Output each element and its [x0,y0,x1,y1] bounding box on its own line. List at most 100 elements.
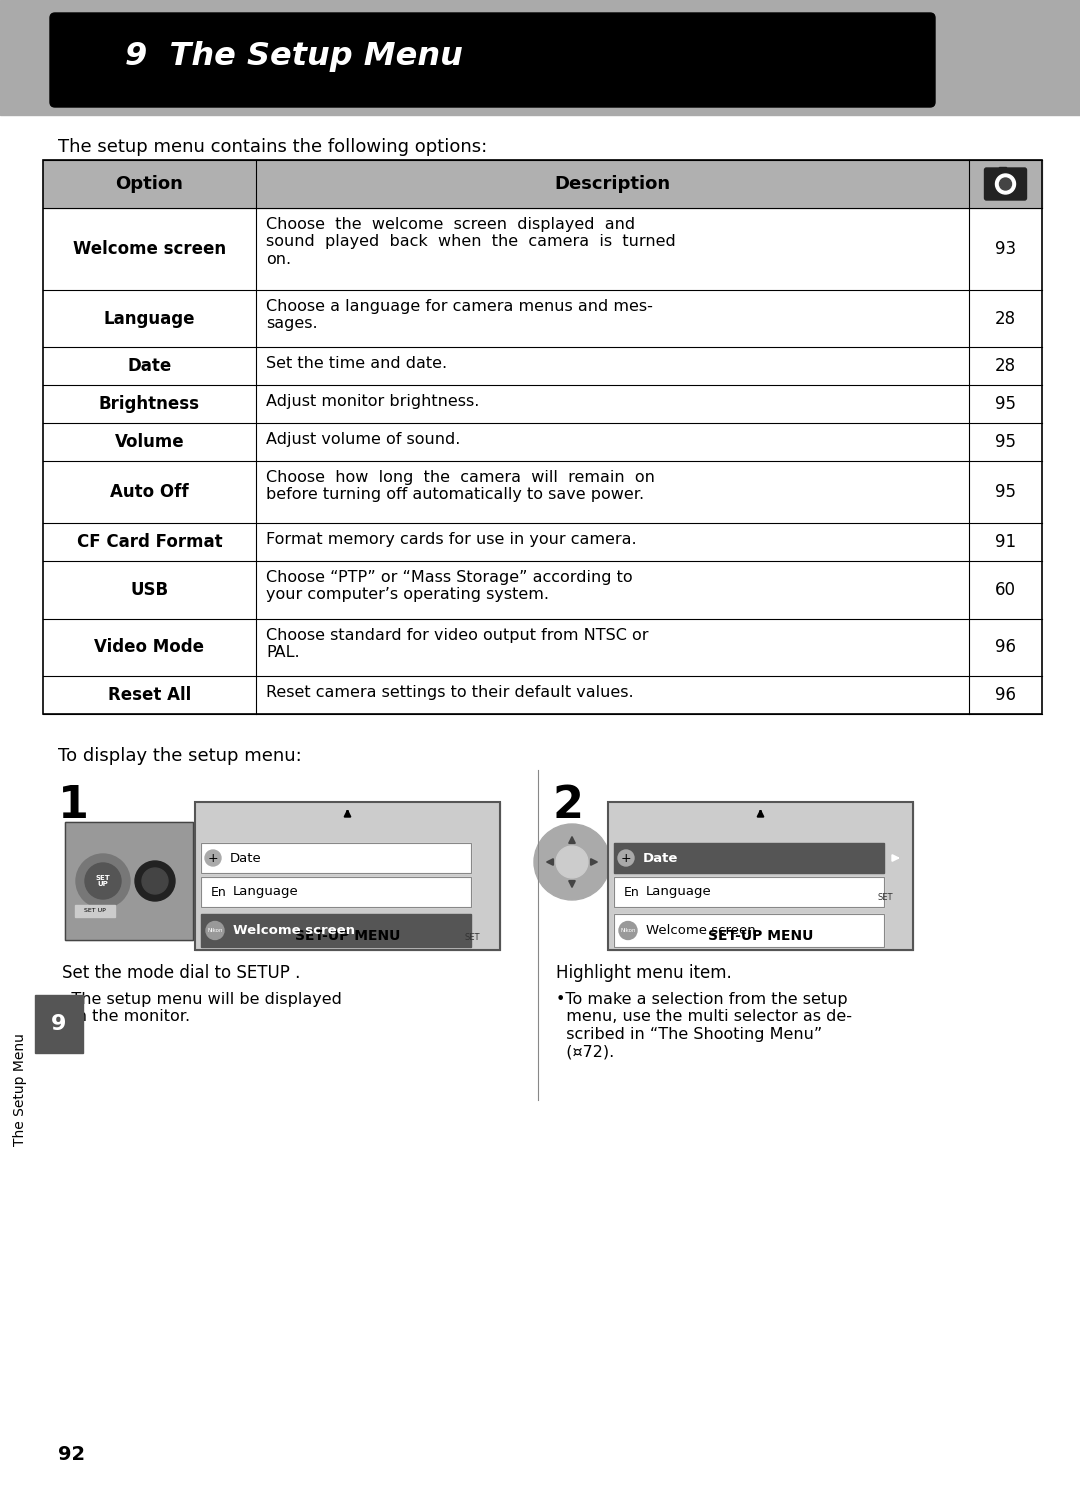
Circle shape [141,868,168,895]
Text: Choose  the  welcome  screen  displayed  and
sound  played  back  when  the  cam: Choose the welcome screen displayed and … [266,217,676,267]
Text: SET
UP: SET UP [96,874,110,887]
Bar [43,562,1042,620]
Bar [195,802,500,950]
Bar [0,0,1080,114]
Circle shape [135,860,175,901]
Text: SET UP: SET UP [84,908,106,914]
Text: SET-UP MENU: SET-UP MENU [707,929,813,944]
Bar [615,843,885,872]
Text: Nikon: Nikon [207,927,222,933]
Circle shape [999,178,1012,190]
Text: The setup menu contains the following options:: The setup menu contains the following op… [58,138,487,156]
Text: 2: 2 [553,785,584,828]
Bar [195,802,500,950]
Text: •The setup menu will be displayed
  in the monitor.: •The setup menu will be displayed in the… [62,993,342,1024]
Text: Choose standard for video output from NTSC or
PAL.: Choose standard for video output from NT… [266,629,648,660]
Bar [65,822,193,941]
Text: SET: SET [464,933,480,942]
Text: Welcome screen: Welcome screen [233,924,355,938]
Text: 95: 95 [995,432,1016,450]
Text: En: En [211,886,227,899]
Text: 28: 28 [995,309,1016,327]
Bar [43,208,1042,290]
Text: Format memory cards for use in your camera.: Format memory cards for use in your came… [266,532,636,547]
Text: Option: Option [116,175,184,193]
Text: 95: 95 [995,395,1016,413]
Text: 96: 96 [995,639,1016,657]
Text: Brightness: Brightness [99,395,200,413]
Bar [43,348,1042,385]
Bar [43,461,1042,523]
Bar [999,166,1005,172]
Text: +: + [621,851,632,865]
Text: Choose “PTP” or “Mass Storage” according to
your computer’s operating system.: Choose “PTP” or “Mass Storage” according… [266,571,633,602]
Text: Adjust monitor brightness.: Adjust monitor brightness. [266,394,480,409]
Text: 1: 1 [58,785,89,828]
Circle shape [619,921,637,939]
Text: 93: 93 [995,241,1016,259]
Text: Language: Language [646,886,712,899]
Bar [615,914,885,947]
Text: Reset All: Reset All [108,687,191,704]
Text: SET-UP MENU: SET-UP MENU [295,929,401,944]
Text: 9: 9 [52,1013,67,1034]
Text: Language: Language [104,309,195,327]
Text: USB: USB [131,581,168,599]
FancyBboxPatch shape [50,13,935,107]
Text: Set the time and date.: Set the time and date. [266,357,447,372]
Text: Choose a language for camera menus and mes-
sages.: Choose a language for camera menus and m… [266,299,653,331]
Bar [35,996,83,1054]
Text: 60: 60 [995,581,1016,599]
Text: SET: SET [877,893,893,902]
FancyBboxPatch shape [985,168,1026,201]
Text: En: En [624,886,639,899]
Text: Set the mode dial to SETUP .: Set the mode dial to SETUP . [62,964,300,982]
Text: Volume: Volume [114,432,185,450]
Circle shape [618,850,634,866]
Text: Reset camera settings to their default values.: Reset camera settings to their default v… [266,685,634,700]
Bar [608,921,913,950]
Text: CF Card Format: CF Card Format [77,533,222,551]
Circle shape [76,854,130,908]
Text: Adjust volume of sound.: Adjust volume of sound. [266,432,460,447]
Bar [195,802,500,921]
Text: Date: Date [643,851,678,865]
Bar [201,843,471,872]
Text: Auto Off: Auto Off [110,483,189,501]
Text: Choose  how  long  the  camera  will  remain  on
before turning off automaticall: Choose how long the camera will remain o… [266,470,654,502]
Bar [43,620,1042,676]
Text: Date: Date [230,851,261,865]
Bar [201,877,471,906]
Bar [201,914,471,947]
Bar [43,385,1042,424]
Text: •To make a selection from the setup
  menu, use the multi selector as de-
  scri: •To make a selection from the setup menu… [556,993,852,1060]
Text: Date: Date [127,357,172,374]
Bar [65,822,193,941]
Bar [195,921,500,950]
Bar [615,877,885,906]
Text: Nikon: Nikon [620,927,636,933]
Text: 96: 96 [995,687,1016,704]
Text: 92: 92 [58,1446,85,1465]
Bar [608,802,913,921]
Text: Video Mode: Video Mode [95,639,204,657]
Text: +: + [207,851,218,865]
Bar [615,914,885,947]
Bar [201,843,471,872]
Bar [608,802,913,950]
Text: 91: 91 [995,533,1016,551]
Bar [43,290,1042,348]
Bar [608,802,913,950]
Circle shape [534,825,610,901]
Circle shape [996,174,1015,195]
Bar [201,877,471,906]
Text: Welcome screen: Welcome screen [646,924,756,938]
Bar [43,160,1042,208]
Bar [43,424,1042,461]
Text: To display the setup menu:: To display the setup menu: [58,747,301,765]
Bar [43,523,1042,562]
Bar [75,905,114,917]
Text: Welcome screen: Welcome screen [73,241,226,259]
Bar [43,160,1042,713]
Circle shape [206,921,224,939]
